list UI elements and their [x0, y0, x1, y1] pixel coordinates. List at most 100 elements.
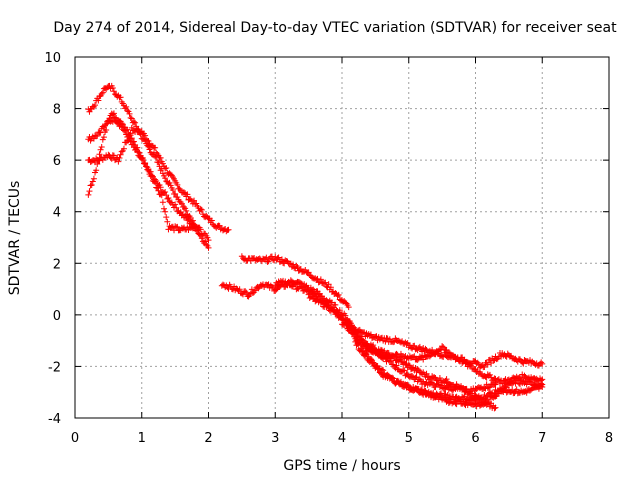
- data-point: [364, 340, 371, 347]
- data-point: [116, 154, 123, 161]
- data-point: [255, 285, 262, 292]
- data-point: [294, 264, 301, 271]
- data-point: [139, 155, 146, 162]
- data-point: [265, 258, 272, 265]
- data-point: [184, 191, 191, 198]
- data-point: [155, 187, 162, 194]
- data-point: [275, 254, 282, 261]
- y-tick-label: 8: [53, 103, 61, 118]
- data-point: [95, 97, 102, 104]
- data-point: [370, 342, 377, 349]
- data-point: [492, 404, 499, 411]
- data-point: [110, 152, 117, 159]
- data-point: [353, 342, 360, 349]
- series-track-1: [85, 124, 232, 235]
- data-point: [96, 151, 103, 158]
- data-point: [485, 398, 492, 405]
- data-point: [263, 254, 270, 261]
- data-point: [414, 356, 421, 363]
- data-point: [150, 178, 157, 185]
- data-point: [264, 258, 271, 265]
- data-point: [86, 108, 93, 115]
- data-point: [105, 117, 112, 124]
- data-point: [513, 386, 520, 393]
- series-track-3: [85, 82, 212, 244]
- data-point: [246, 291, 253, 298]
- data-point: [523, 381, 530, 388]
- data-point: [305, 269, 312, 276]
- data-point: [330, 307, 337, 314]
- x-tick-label: 7: [538, 431, 546, 446]
- data-point: [327, 284, 334, 291]
- data-point: [174, 181, 181, 188]
- data-point: [142, 161, 149, 168]
- data-point: [162, 208, 169, 215]
- data-point: [390, 339, 397, 346]
- data-point: [377, 370, 384, 377]
- data-point: [169, 187, 176, 194]
- data-point: [146, 168, 153, 175]
- data-point: [310, 286, 317, 293]
- data-point: [150, 150, 157, 157]
- data-point: [409, 373, 416, 380]
- data-point: [98, 143, 105, 150]
- data-point: [380, 367, 387, 374]
- data-point: [110, 110, 117, 117]
- data-point: [354, 340, 361, 347]
- x-tick-label: 2: [204, 431, 212, 446]
- x-tick-label: 6: [471, 431, 479, 446]
- data-point: [403, 340, 410, 347]
- data-point: [172, 190, 179, 197]
- data-point: [124, 126, 131, 133]
- data-point: [158, 192, 165, 199]
- data-point: [162, 189, 169, 196]
- data-point: [90, 175, 97, 182]
- data-point: [393, 362, 400, 369]
- data-point: [130, 138, 137, 145]
- data-point: [278, 256, 285, 263]
- data-point: [353, 334, 360, 341]
- grid-lines: [75, 57, 609, 418]
- data-point: [197, 206, 204, 213]
- data-point: [334, 292, 341, 299]
- data-point: [297, 280, 304, 287]
- data-point: [336, 307, 343, 314]
- data-point: [431, 374, 438, 381]
- data-point: [110, 88, 117, 95]
- data-point: [443, 376, 450, 383]
- data-point: [183, 207, 190, 214]
- data-point: [318, 299, 325, 306]
- data-point: [163, 214, 170, 221]
- data-point: [369, 357, 376, 364]
- data-point: [134, 144, 141, 151]
- x-tick-label: 0: [71, 431, 79, 446]
- data-point: [390, 375, 397, 382]
- series-track-4: [85, 110, 199, 234]
- data-point: [86, 188, 93, 195]
- data-point: [484, 361, 491, 368]
- data-point: [317, 299, 324, 306]
- axis-ticks: [74, 56, 610, 419]
- data-point: [167, 182, 174, 189]
- data-point: [359, 348, 366, 355]
- data-point: [155, 159, 162, 166]
- data-point: [181, 189, 188, 196]
- data-point: [130, 118, 137, 125]
- data-point: [103, 121, 110, 128]
- data-point: [449, 387, 456, 394]
- data-point: [132, 119, 139, 126]
- data-point: [159, 199, 166, 206]
- data-point: [128, 135, 135, 142]
- data-point: [136, 149, 143, 156]
- data-point: [94, 161, 101, 168]
- data-point: [346, 322, 353, 329]
- data-point: [539, 360, 546, 367]
- data-point: [142, 132, 149, 139]
- data-point: [153, 154, 160, 161]
- data-point: [152, 179, 159, 186]
- data-point: [491, 375, 498, 382]
- data-point: [184, 217, 191, 224]
- data-point: [539, 376, 546, 383]
- data-point: [152, 144, 159, 151]
